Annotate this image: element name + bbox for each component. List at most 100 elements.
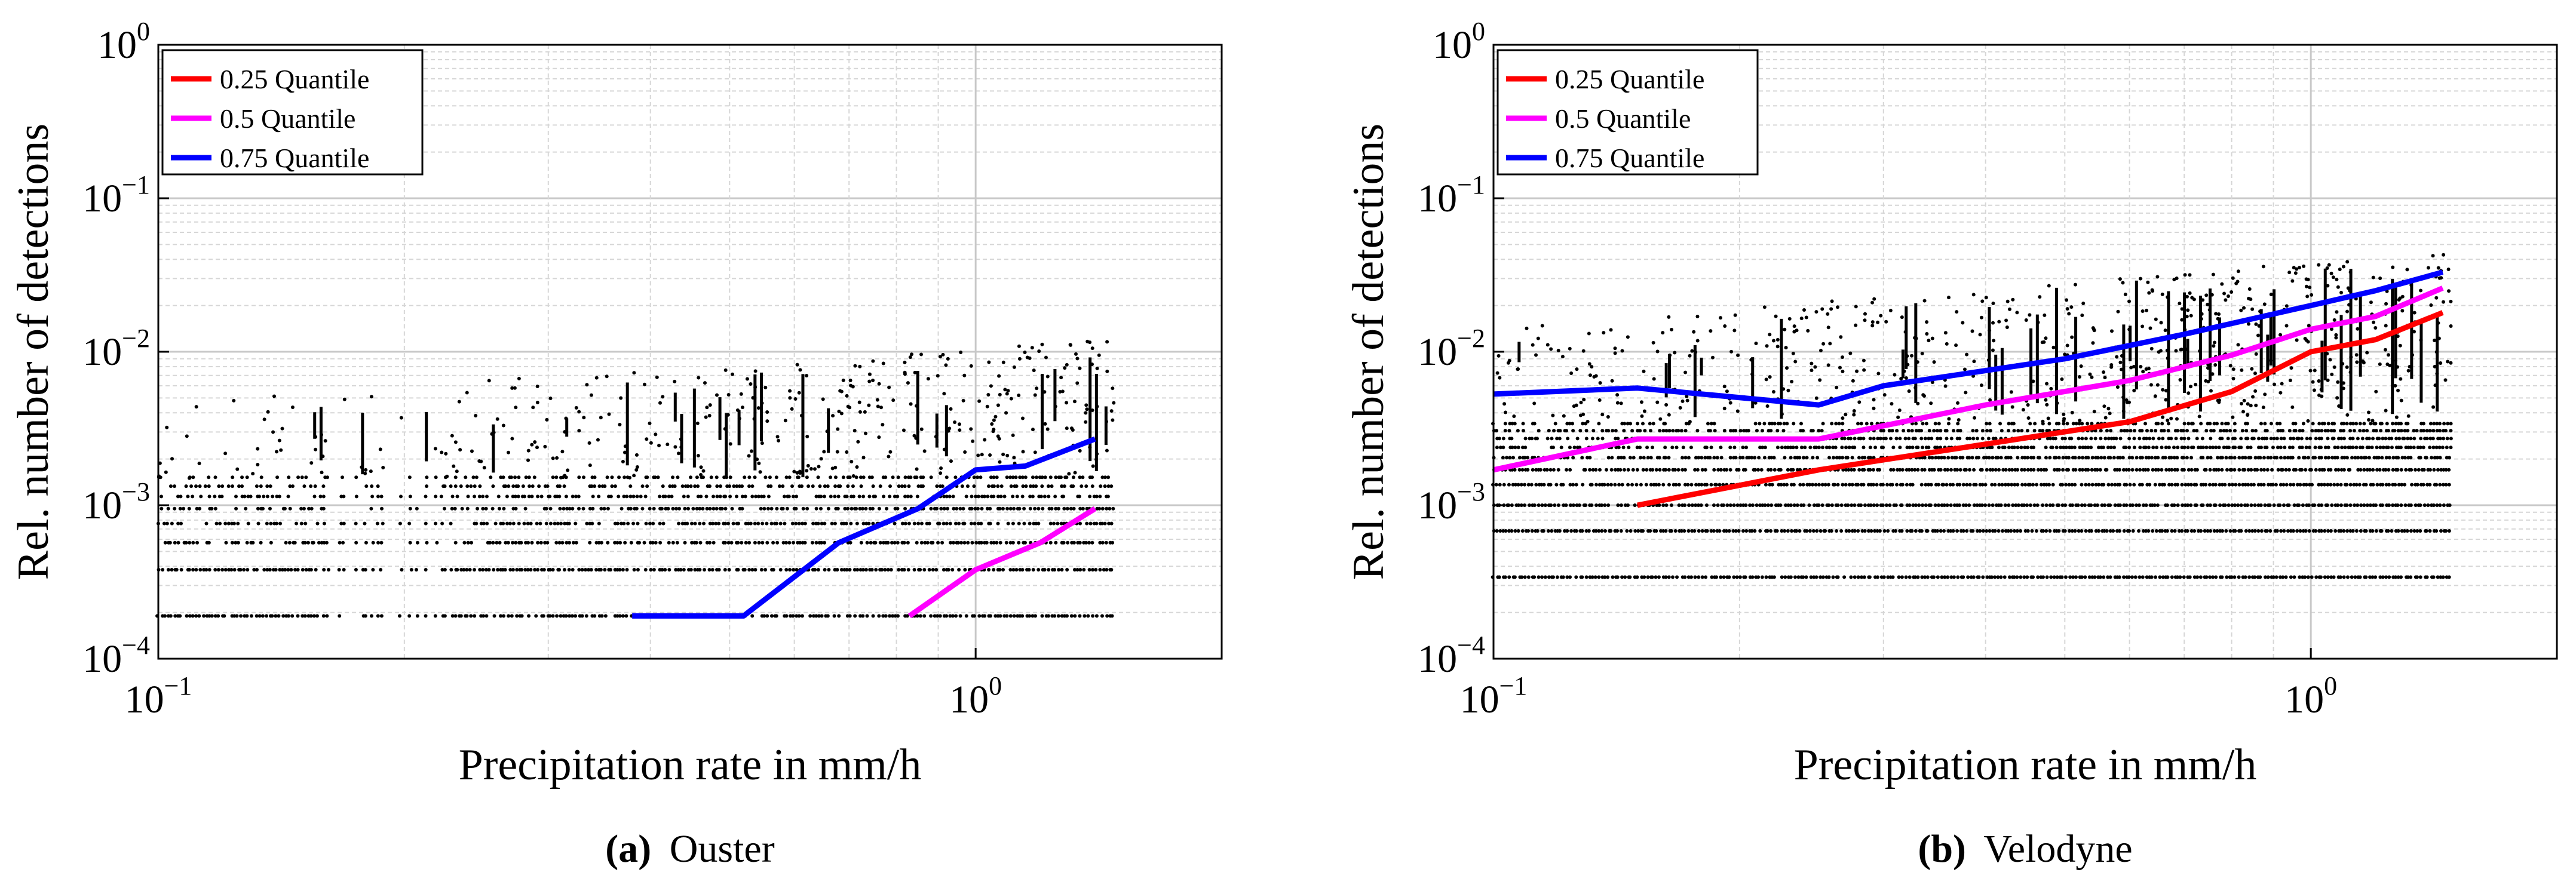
detection-point (1040, 614, 1044, 618)
detection-point (2298, 483, 2302, 487)
detection-point (2118, 277, 2122, 281)
detection-point (1965, 352, 1969, 357)
detection-point (1933, 422, 1937, 426)
detection-point (1591, 429, 1596, 433)
detection-point (1581, 349, 1586, 353)
detection-point (1541, 529, 1545, 533)
detection-point (1017, 506, 1022, 511)
detection-point (2384, 302, 2388, 306)
detection-point (2144, 529, 2148, 533)
detection-point (1891, 575, 1895, 579)
detection-point (2332, 575, 2336, 579)
detection-point (2228, 364, 2232, 368)
detection-point (2307, 324, 2311, 328)
detection-point (2247, 575, 2252, 579)
detection-point (2339, 503, 2343, 507)
detection-point (1634, 483, 1639, 487)
detection-point (1770, 483, 1774, 487)
detection-point (2113, 483, 2117, 487)
detection-point (961, 398, 965, 403)
detection-point (1924, 503, 1928, 507)
detection-point (2396, 468, 2400, 472)
detection-point (643, 494, 648, 499)
detection-point (644, 521, 648, 526)
detection-point (2149, 383, 2153, 387)
detection-point (2198, 575, 2203, 579)
detection-point (2393, 383, 2397, 388)
detection-point (1571, 503, 1575, 507)
detection-point (1045, 427, 1050, 431)
detection-point (2041, 529, 2046, 533)
detection-point (1658, 417, 1663, 421)
detection-point (632, 371, 636, 375)
detection-point (1106, 484, 1111, 489)
detection-point (442, 506, 446, 511)
detection-point (1657, 483, 1661, 487)
detection-point (1891, 468, 1896, 472)
detection-point (2279, 456, 2283, 460)
detection-point (2354, 529, 2359, 533)
detection-point (2287, 429, 2292, 433)
detection-point (1609, 328, 1613, 332)
detection-point (2351, 422, 2356, 426)
detection-point (2230, 456, 2234, 460)
detection-point (2045, 403, 2049, 407)
detection-point (2148, 437, 2152, 441)
detection-point (891, 475, 895, 480)
detection-point (664, 506, 668, 511)
legend-label-q75: 0.75 Quantile (220, 143, 369, 173)
detection-point (1523, 456, 1527, 460)
detection-point (1638, 429, 1642, 433)
detection-point (666, 443, 670, 447)
detection-point (1588, 468, 1592, 472)
detection-point (2232, 575, 2237, 579)
detection-point (2042, 340, 2046, 344)
detection-point (2049, 575, 2053, 579)
detection-point (499, 614, 503, 618)
detection-point (2153, 456, 2157, 460)
detection-point (1617, 483, 1621, 487)
detection-point (661, 395, 665, 399)
detection-point (2313, 368, 2317, 373)
detection-point (640, 506, 645, 511)
detection-point (2173, 468, 2177, 472)
detection-point (296, 475, 300, 480)
detection-point (922, 449, 927, 453)
detection-point (747, 475, 752, 480)
detection-point (259, 484, 263, 489)
detection-point (2115, 529, 2119, 533)
detection-point (2035, 483, 2039, 487)
detection-point (2290, 456, 2295, 460)
detection-point (2031, 575, 2035, 579)
detection-point (861, 614, 865, 618)
detection-point (2216, 468, 2221, 472)
detection-point (1568, 446, 1572, 450)
detection-point (811, 521, 815, 526)
detection-point (658, 540, 663, 545)
detection-point (1498, 446, 1502, 450)
detection-point (213, 475, 217, 480)
detection-point (1756, 468, 1761, 472)
detection-point (1523, 575, 1527, 579)
detection-point (1876, 320, 1880, 324)
detection-point (1565, 575, 1569, 579)
detection-point (1657, 503, 1661, 507)
detection-point (2274, 575, 2278, 579)
detection-point (1074, 352, 1078, 356)
detection-point (2375, 483, 2379, 487)
detection-point (610, 475, 614, 480)
detection-point (880, 567, 884, 572)
detection-point (1098, 494, 1102, 499)
detection-point (912, 521, 916, 526)
detection-point (2253, 389, 2258, 393)
detection-point (1866, 483, 1870, 487)
detection-point (1526, 575, 1531, 579)
detection-point (2218, 483, 2222, 487)
detection-point (2209, 389, 2213, 393)
detection-point (2222, 446, 2226, 450)
detection-point (1649, 483, 1653, 487)
detection-point (686, 494, 690, 499)
detection-point (222, 614, 226, 618)
detection-point (1881, 483, 1885, 487)
detection-point (953, 521, 958, 526)
